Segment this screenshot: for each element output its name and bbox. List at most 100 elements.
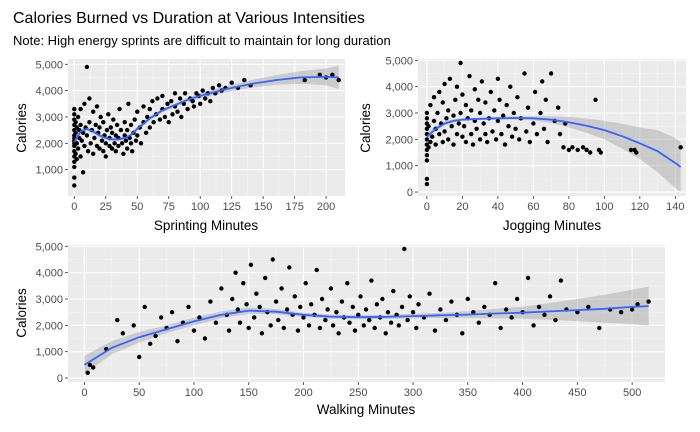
x-tick-label: 150 [240,387,258,399]
data-point [155,96,160,101]
data-point [502,142,508,147]
y-axis-label: Calories [14,103,29,153]
data-point [427,291,432,296]
data-point [198,101,203,107]
data-point [458,110,463,116]
x-tick-label: 100 [185,387,203,399]
data-point [485,139,490,145]
data-point [532,89,538,95]
data-point [352,328,358,333]
y-tick-label: 4,000 [385,82,413,94]
y-tick-label: 4,000 [35,268,63,280]
data-point [536,304,542,310]
data-point [125,146,130,151]
data-point [440,100,445,105]
data-point [391,288,396,294]
data-point [447,76,453,82]
data-point [334,310,339,315]
data-point [361,323,366,328]
data-point [461,124,467,129]
data-point [635,302,640,307]
data-point [135,133,140,138]
data-point [493,281,498,286]
data-point [580,145,586,150]
x-tick-label: 0 [71,201,77,213]
data-point [72,175,77,180]
x-tick-label: 120 [631,201,649,213]
y-tick-label: 3,000 [35,112,63,124]
data-point [460,134,465,139]
y-tick-label: 4,000 [35,86,63,98]
data-point [442,129,447,134]
data-point [358,294,363,299]
data-point [540,79,545,84]
smooth-trend-line [83,305,649,366]
data-point [410,310,416,315]
data-point [128,122,134,128]
data-point [229,80,234,85]
data-point [481,121,486,126]
data-point [302,77,307,83]
data-point [426,124,431,129]
data-point [179,114,184,120]
x-tick-label: 175 [285,201,303,213]
data-point [380,296,385,302]
data-point [508,84,513,89]
data-point [213,320,219,325]
data-point [230,296,235,302]
x-tick-label: 100 [191,201,209,213]
y-tick-label: 1,000 [35,347,63,359]
data-point [586,304,591,310]
x-tick-label: 200 [317,201,335,213]
data-point [525,275,531,281]
data-point [92,135,97,141]
data-point [133,138,139,143]
data-point [142,304,147,310]
data-point [388,320,394,325]
y-tick-label: 1,000 [35,165,63,177]
data-point [454,84,460,89]
data-point [143,130,149,135]
data-point [490,129,495,134]
x-tick-label: 50 [131,201,143,213]
data-point [545,139,550,145]
x-tick-label: 140 [666,201,684,213]
data-point [553,317,558,323]
data-point [424,110,430,116]
data-point [451,142,456,147]
data-point [435,110,440,116]
x-tick-label: 125 [223,201,241,213]
data-point [317,325,323,331]
y-tick-label: 3,000 [385,108,413,120]
data-point [75,146,81,151]
data-point [542,312,547,317]
data-point [476,97,481,103]
data-point [273,299,279,304]
x-tick-label: 0 [424,201,430,213]
y-tick-label: 1,000 [385,161,413,173]
data-point [511,110,516,116]
data-point [72,164,77,170]
data-point [629,307,635,312]
data-point [369,278,374,283]
data-point [458,60,463,66]
data-point [259,331,265,336]
x-tick-label: 200 [294,387,312,399]
data-point [153,333,158,339]
data-point [405,317,410,323]
data-point [336,77,341,83]
data-point [131,323,136,328]
data-point [73,120,78,125]
data-point [74,156,80,162]
plot-background [418,59,686,196]
chart-panel-1: 0 25 50 75 100 125 150 175 200 1,000 2,000 3,000 4,0… [14,59,345,233]
data-point [108,125,114,130]
data-point [301,315,306,320]
data-point [292,294,297,299]
data-point [336,331,341,336]
x-tick-label: 150 [254,201,272,213]
data-point [210,85,215,91]
x-tick-label: 80 [563,201,575,213]
data-point [128,141,134,146]
y-axis-label: Calories [14,288,29,338]
